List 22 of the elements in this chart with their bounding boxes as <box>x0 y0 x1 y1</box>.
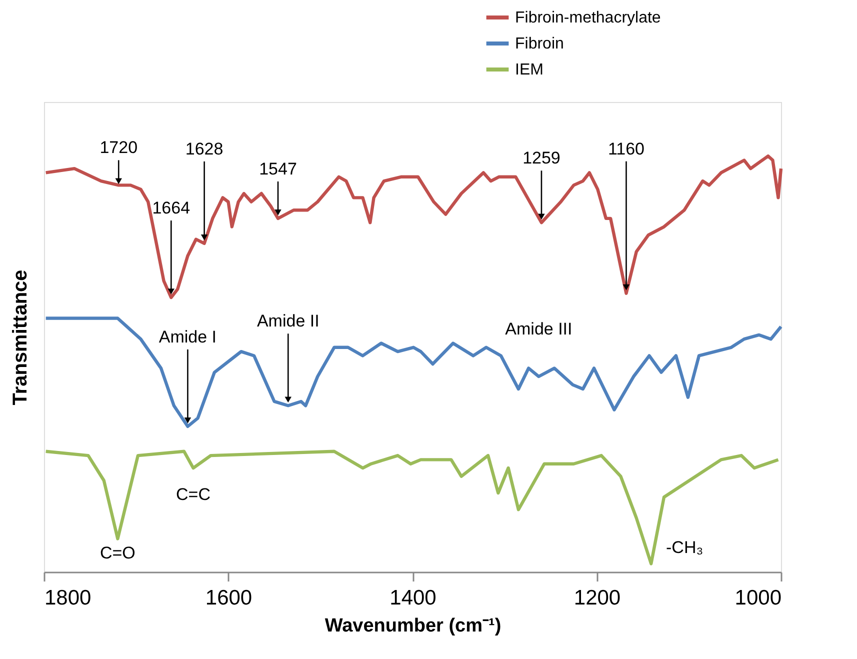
legend-label: Fibroin <box>515 36 564 52</box>
x-tick-label: 1600 <box>205 586 252 610</box>
annotation: C=C <box>176 485 210 504</box>
x-tick-label: 1000 <box>734 586 782 610</box>
legend-label: Fibroin-methacrylate <box>515 10 661 26</box>
x-tick-label: 1400 <box>390 586 436 610</box>
annotation: 1259 <box>522 148 560 168</box>
annotation: 1628 <box>185 139 224 158</box>
annotation: Amide III <box>505 320 572 339</box>
annotation: 1547 <box>259 159 297 178</box>
annotation: C=O <box>100 544 136 563</box>
x-axis-title: Wavenumber (cm⁻¹) <box>324 616 502 636</box>
legend-label: IEM <box>515 62 544 78</box>
x-tick-label: 1800 <box>44 586 92 610</box>
annotation: Amide I <box>158 327 217 346</box>
annotation: 1664 <box>152 198 190 218</box>
x-tick-label: 1200 <box>574 586 621 610</box>
annotation: -CH₃ <box>666 538 704 557</box>
annotation: 1720 <box>100 138 138 158</box>
annotation: Amide II <box>256 312 320 331</box>
y-axis-title: Transmittance <box>10 270 32 406</box>
annotation: 1160 <box>608 139 645 158</box>
